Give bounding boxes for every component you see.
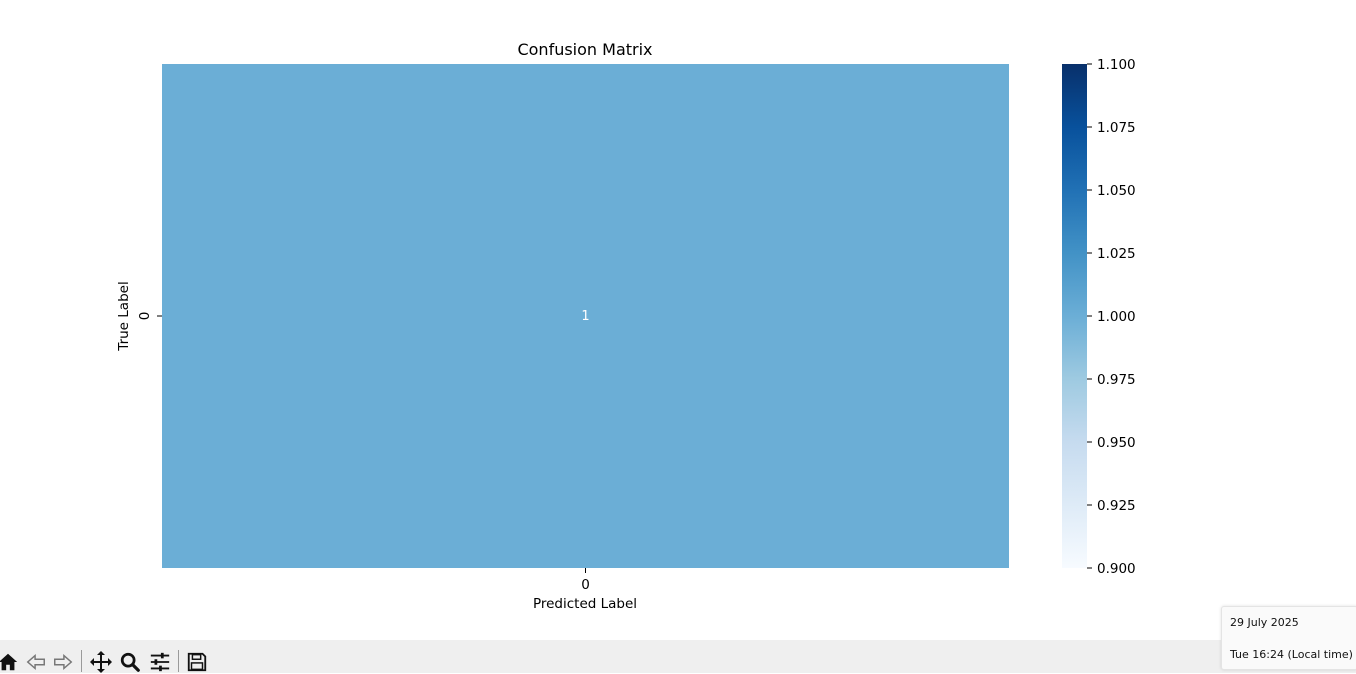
colorbar-tick-label: 0.950 (1097, 435, 1136, 451)
y-tick-label: 0 (137, 312, 153, 321)
pan-icon[interactable] (89, 650, 113, 674)
save-icon[interactable] (185, 650, 209, 674)
back-icon[interactable] (24, 650, 48, 674)
tooltip-time: Tue 16:24 (Local time) (1230, 648, 1353, 661)
forward-icon[interactable] (51, 650, 75, 674)
toolbar-separator (81, 650, 82, 672)
y-axis-label: True Label (116, 281, 132, 351)
heatmap-chart: Confusion Matrix 1 0 0 Predicted Label T… (116, 40, 1136, 612)
colorbar-tick-label: 1.100 (1097, 57, 1136, 73)
chart-title: Confusion Matrix (517, 40, 652, 59)
colorbar-tick-label: 0.975 (1097, 372, 1136, 388)
colorbar-tick-label: 1.075 (1097, 120, 1136, 136)
colorbar (1062, 64, 1087, 568)
configure-subplots-icon[interactable] (148, 650, 172, 674)
colorbar-tick-label: 1.025 (1097, 246, 1136, 262)
colorbar-tick-label: 1.000 (1097, 309, 1136, 325)
navigation-toolbar (0, 640, 1356, 673)
figure: Confusion Matrix 1 0 0 Predicted Label T… (116, 40, 1136, 612)
heatmap-cell (162, 64, 1009, 568)
colorbar-tick-label: 0.900 (1097, 561, 1136, 577)
colorbar-tick-label: 0.925 (1097, 498, 1136, 514)
toolbar-separator (178, 650, 179, 672)
colorbar-tick-label: 1.050 (1097, 183, 1136, 199)
tooltip-date: 29 July 2025 (1230, 616, 1299, 629)
datetime-tooltip: 29 July 2025 Tue 16:24 (Local time) (1221, 606, 1356, 670)
zoom-icon[interactable] (118, 650, 142, 674)
x-axis-label: Predicted Label (533, 596, 637, 612)
x-tick-label: 0 (581, 577, 590, 593)
home-icon[interactable] (0, 650, 20, 674)
cell-value-label: 1 (581, 309, 589, 324)
